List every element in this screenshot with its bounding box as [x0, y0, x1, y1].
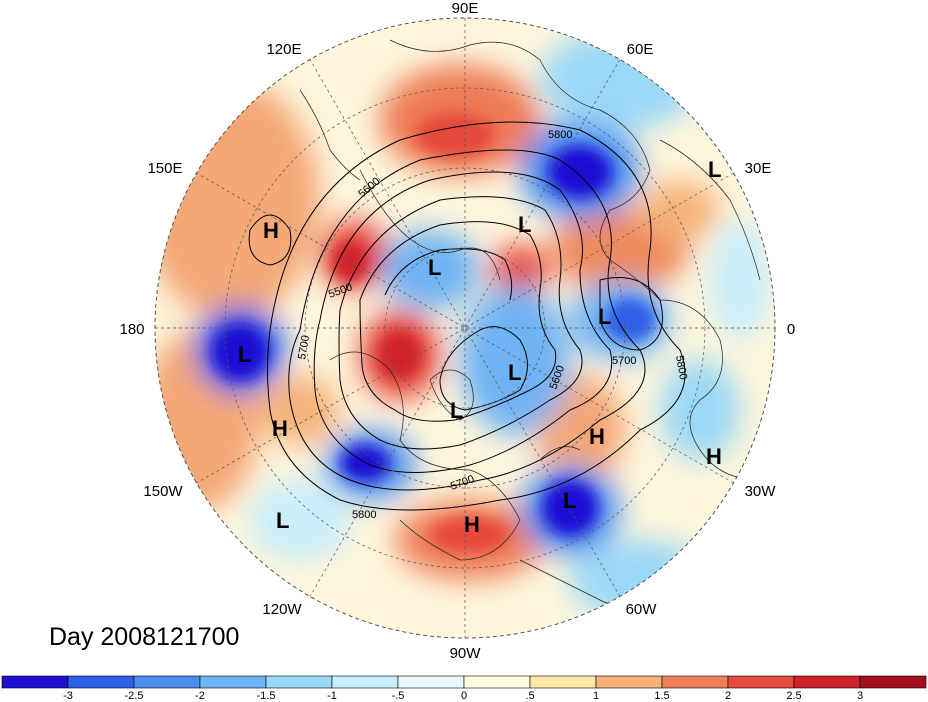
- height-contours: [248, 121, 686, 511]
- graticule: [155, 18, 775, 638]
- pressure-center-high: H: [589, 424, 605, 449]
- colorbar-swatch: [529, 675, 597, 689]
- pressure-center-low: L: [508, 360, 521, 385]
- lon-label-90w: 90W: [450, 645, 482, 662]
- lon-label-30e: 30E: [745, 160, 772, 177]
- lon-label-60w: 60W: [626, 601, 658, 618]
- pressure-center-high: H: [464, 512, 480, 537]
- colorbar-swatch: [595, 675, 663, 689]
- pressure-center-high: H: [263, 218, 279, 243]
- colorbar-swatch: [67, 675, 135, 689]
- colorbar-tick-label: -3: [63, 690, 73, 702]
- colorbar-tick-label: 0: [461, 690, 467, 702]
- lon-label-180: 180: [119, 321, 144, 338]
- pressure-center-low: L: [708, 157, 721, 182]
- pressure-center-low: L: [598, 304, 611, 329]
- pressure-center-low: L: [563, 488, 576, 513]
- pressure-center-high: H: [272, 416, 288, 441]
- colorbar-tick-label: -2: [195, 690, 205, 702]
- contour-label: 5700: [296, 334, 312, 360]
- pressure-center-low: L: [518, 212, 531, 237]
- colorbar-swatch: [265, 675, 333, 689]
- colorbar-swatch: [133, 675, 201, 689]
- pressure-centers: H L L L L L L H L H H L H L: [238, 157, 722, 537]
- globe-outline: [154, 17, 776, 639]
- colorbar-tick-label: 2.5: [786, 690, 801, 702]
- contour-label: 5800: [548, 129, 572, 141]
- lon-label-30w: 30W: [745, 483, 777, 500]
- colorbar-tick-label: -2.5: [125, 690, 144, 702]
- colorbar-swatch: [1, 675, 69, 689]
- pressure-center-low: L: [238, 342, 251, 367]
- lon-label-150w: 150W: [143, 483, 183, 500]
- colorbar-tick-label: .5: [525, 690, 534, 702]
- day-label: Day 2008121700: [49, 623, 239, 651]
- colorbar-swatch: [727, 675, 795, 689]
- colorbar-swatch: [397, 675, 465, 689]
- lon-label-60e: 60E: [627, 41, 654, 58]
- colorbar-tick-label: 3: [857, 690, 863, 702]
- longitude-labels: 90E 60E 30E 0 30W 60W 90W 120W 150W 180 …: [119, 0, 795, 662]
- colorbar-swatch: [331, 675, 399, 689]
- colorbar-tick-label: -1.5: [257, 690, 276, 702]
- contour-label: 5800: [352, 509, 376, 521]
- colorbar-tick-label: -1: [327, 690, 337, 702]
- pressure-center-low: L: [450, 398, 463, 423]
- colorbar-tick-label: 1.5: [654, 690, 669, 702]
- colorbar-swatch: [661, 675, 729, 689]
- colorbar-tick-label: 1: [593, 690, 599, 702]
- coastlines: [299, 39, 761, 609]
- contour-label: 5700: [612, 355, 636, 367]
- lon-label-120w: 120W: [262, 601, 302, 618]
- lon-label-0: 0: [787, 321, 795, 338]
- pressure-center-low: L: [276, 508, 289, 533]
- colorbar-swatch: [199, 675, 267, 689]
- colorbar-swatch: [463, 675, 531, 689]
- colorbar-swatch: [793, 675, 861, 689]
- lon-label-120e: 120E: [266, 41, 301, 58]
- colorbar-swatch: [859, 675, 927, 689]
- colorbar-tick-label: 2: [725, 690, 731, 702]
- pressure-center-low: L: [428, 255, 441, 280]
- lon-label-90e: 90E: [452, 0, 479, 17]
- pressure-center-high: H: [706, 444, 722, 469]
- lon-label-150e: 150E: [147, 160, 182, 177]
- colorbar: -3 -2.5 -2 -1.5 -1 -.5 0 .5 1 1.5 2 2.5 3: [1, 675, 927, 702]
- colorbar-tick-label: -.5: [392, 690, 405, 702]
- contour-label: 5800: [673, 354, 689, 380]
- anomaly-shading: [155, 18, 775, 638]
